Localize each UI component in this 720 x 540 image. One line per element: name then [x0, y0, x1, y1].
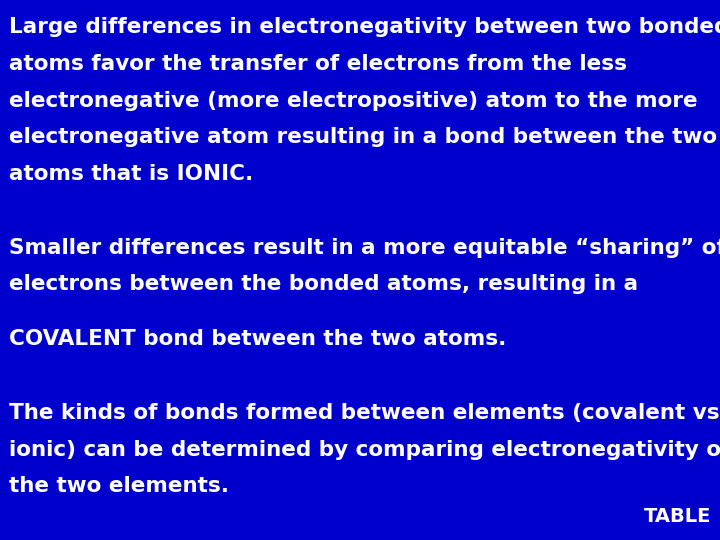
- Text: The kinds of bonds formed between elements (covalent vs: The kinds of bonds formed between elemen…: [9, 403, 719, 423]
- Text: atoms that is IONIC.: atoms that is IONIC.: [9, 164, 253, 184]
- Text: electronegative atom resulting in a bond between the two: electronegative atom resulting in a bond…: [9, 127, 717, 147]
- Text: TABLE: TABLE: [644, 508, 711, 526]
- Text: electronegative (more electropositive) atom to the more: electronegative (more electropositive) a…: [9, 91, 697, 111]
- Text: electrons between the bonded atoms, resulting in a: electrons between the bonded atoms, resu…: [9, 274, 638, 294]
- Text: ionic) can be determined by comparing electronegativity of: ionic) can be determined by comparing el…: [9, 440, 720, 460]
- Text: Large differences in electronegativity between two bonded: Large differences in electronegativity b…: [9, 17, 720, 37]
- Text: Smaller differences result in a more equitable “sharing” of: Smaller differences result in a more equ…: [9, 238, 720, 258]
- Text: COVALENT bond between the two atoms.: COVALENT bond between the two atoms.: [9, 329, 506, 349]
- Text: the two elements.: the two elements.: [9, 476, 229, 496]
- Text: atoms favor the transfer of electrons from the less: atoms favor the transfer of electrons fr…: [9, 54, 626, 74]
